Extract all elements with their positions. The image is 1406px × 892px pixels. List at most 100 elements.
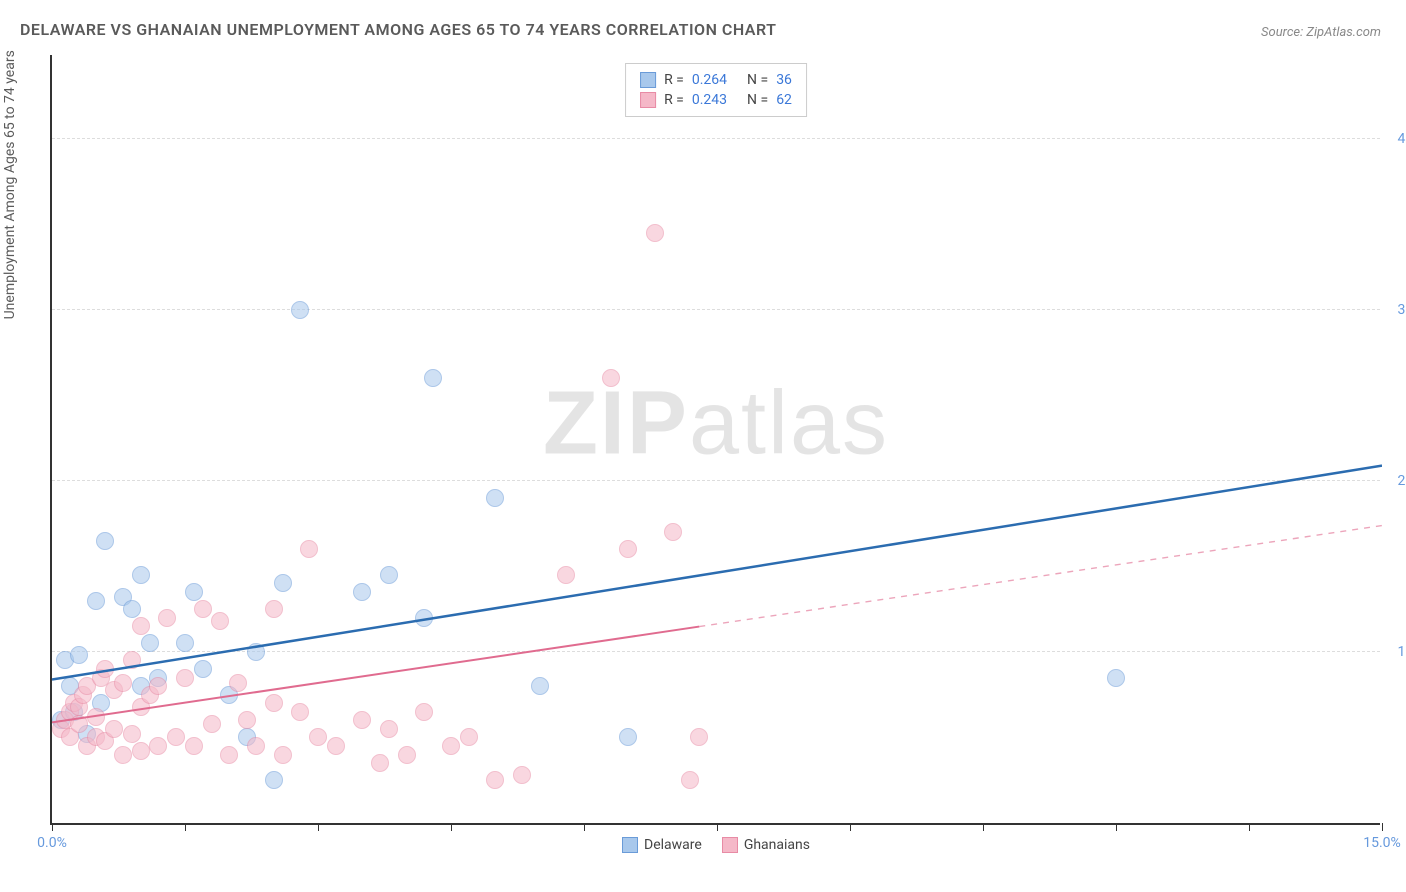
series-legend-item: Ghanaians: [722, 837, 810, 853]
x-tick: [1116, 823, 1117, 831]
scatter-point: [486, 771, 504, 789]
scatter-point: [415, 609, 433, 627]
scatter-point: [176, 669, 194, 687]
x-tick: [983, 823, 984, 831]
scatter-point: [185, 737, 203, 755]
scatter-point: [415, 703, 433, 721]
scatter-point: [70, 715, 88, 733]
scatter-point: [371, 754, 389, 772]
scatter-point: [486, 489, 504, 507]
scatter-point: [123, 725, 141, 743]
scatter-point: [681, 771, 699, 789]
scatter-point: [132, 742, 150, 760]
scatter-point: [149, 677, 167, 695]
scatter-point: [291, 703, 309, 721]
watermark: ZIPatlas: [543, 372, 889, 475]
scatter-point: [309, 728, 327, 746]
x-tick: [1249, 823, 1250, 831]
scatter-point: [690, 728, 708, 746]
scatter-point: [274, 574, 292, 592]
y-tick-label: 10.0%: [1397, 644, 1406, 660]
scatter-point: [274, 746, 292, 764]
chart-title: DELAWARE VS GHANAIAN UNEMPLOYMENT AMONG …: [20, 20, 777, 39]
legend-swatch: [640, 72, 656, 88]
regression-lines: [52, 55, 1382, 825]
scatter-point: [87, 592, 105, 610]
scatter-point: [442, 737, 460, 755]
scatter-point: [265, 600, 283, 618]
scatter-point: [132, 617, 150, 635]
scatter-point: [185, 583, 203, 601]
scatter-point: [220, 746, 238, 764]
scatter-point: [291, 301, 309, 319]
scatter-point: [158, 609, 176, 627]
scatter-point: [353, 711, 371, 729]
correlation-legend: R = 0.264N = 36R = 0.243N = 62: [625, 63, 807, 117]
scatter-point: [229, 674, 247, 692]
legend-row: R = 0.243N = 62: [640, 90, 792, 110]
gridline: [52, 480, 1380, 481]
scatter-point: [114, 746, 132, 764]
scatter-point: [460, 728, 478, 746]
x-tick: [584, 823, 585, 831]
x-tick: [52, 823, 53, 831]
scatter-point: [105, 720, 123, 738]
scatter-point: [619, 728, 637, 746]
scatter-point: [265, 771, 283, 789]
scatter-point: [194, 600, 212, 618]
x-tick: [318, 823, 319, 831]
scatter-point: [114, 674, 132, 692]
scatter-point: [96, 532, 114, 550]
y-tick-label: 30.0%: [1397, 302, 1406, 318]
series-legend: Delaware Ghanaians: [622, 837, 810, 853]
scatter-point: [602, 369, 620, 387]
scatter-point: [123, 600, 141, 618]
scatter-point: [380, 720, 398, 738]
x-tick-label: 0.0%: [37, 835, 67, 851]
scatter-point: [531, 677, 549, 695]
plot-area: ZIPatlas R = 0.264N = 36R = 0.243N = 62 …: [50, 55, 1380, 825]
y-axis-label: Unemployment Among Ages 65 to 74 years: [2, 50, 18, 319]
scatter-point: [149, 737, 167, 755]
legend-swatch: [722, 837, 738, 853]
scatter-point: [203, 715, 221, 733]
scatter-point: [211, 612, 229, 630]
scatter-point: [619, 540, 637, 558]
scatter-point: [247, 643, 265, 661]
x-tick: [850, 823, 851, 831]
source-label: Source: ZipAtlas.com: [1261, 25, 1381, 40]
scatter-point: [398, 746, 416, 764]
scatter-point: [353, 583, 371, 601]
scatter-point: [664, 523, 682, 541]
scatter-point: [167, 728, 185, 746]
scatter-point: [194, 660, 212, 678]
legend-row: R = 0.264N = 36: [640, 70, 792, 90]
scatter-point: [247, 737, 265, 755]
series-legend-item: Delaware: [622, 837, 702, 853]
scatter-point: [132, 566, 150, 584]
legend-swatch: [622, 837, 638, 853]
x-tick: [185, 823, 186, 831]
legend-swatch: [640, 92, 656, 108]
scatter-point: [646, 224, 664, 242]
scatter-point: [176, 634, 194, 652]
scatter-point: [238, 711, 256, 729]
y-tick-label: 20.0%: [1397, 473, 1406, 489]
scatter-point: [265, 694, 283, 712]
scatter-point: [513, 766, 531, 784]
scatter-point: [557, 566, 575, 584]
scatter-point: [70, 646, 88, 664]
gridline: [52, 309, 1380, 310]
gridline: [52, 138, 1380, 139]
y-tick-label: 40.0%: [1397, 131, 1406, 147]
x-tick: [1382, 823, 1383, 831]
scatter-point: [424, 369, 442, 387]
scatter-point: [327, 737, 345, 755]
scatter-point: [300, 540, 318, 558]
scatter-point: [1107, 669, 1125, 687]
scatter-point: [380, 566, 398, 584]
x-tick-label: 15.0%: [1363, 835, 1401, 851]
scatter-point: [87, 708, 105, 726]
x-tick: [451, 823, 452, 831]
scatter-point: [123, 651, 141, 669]
